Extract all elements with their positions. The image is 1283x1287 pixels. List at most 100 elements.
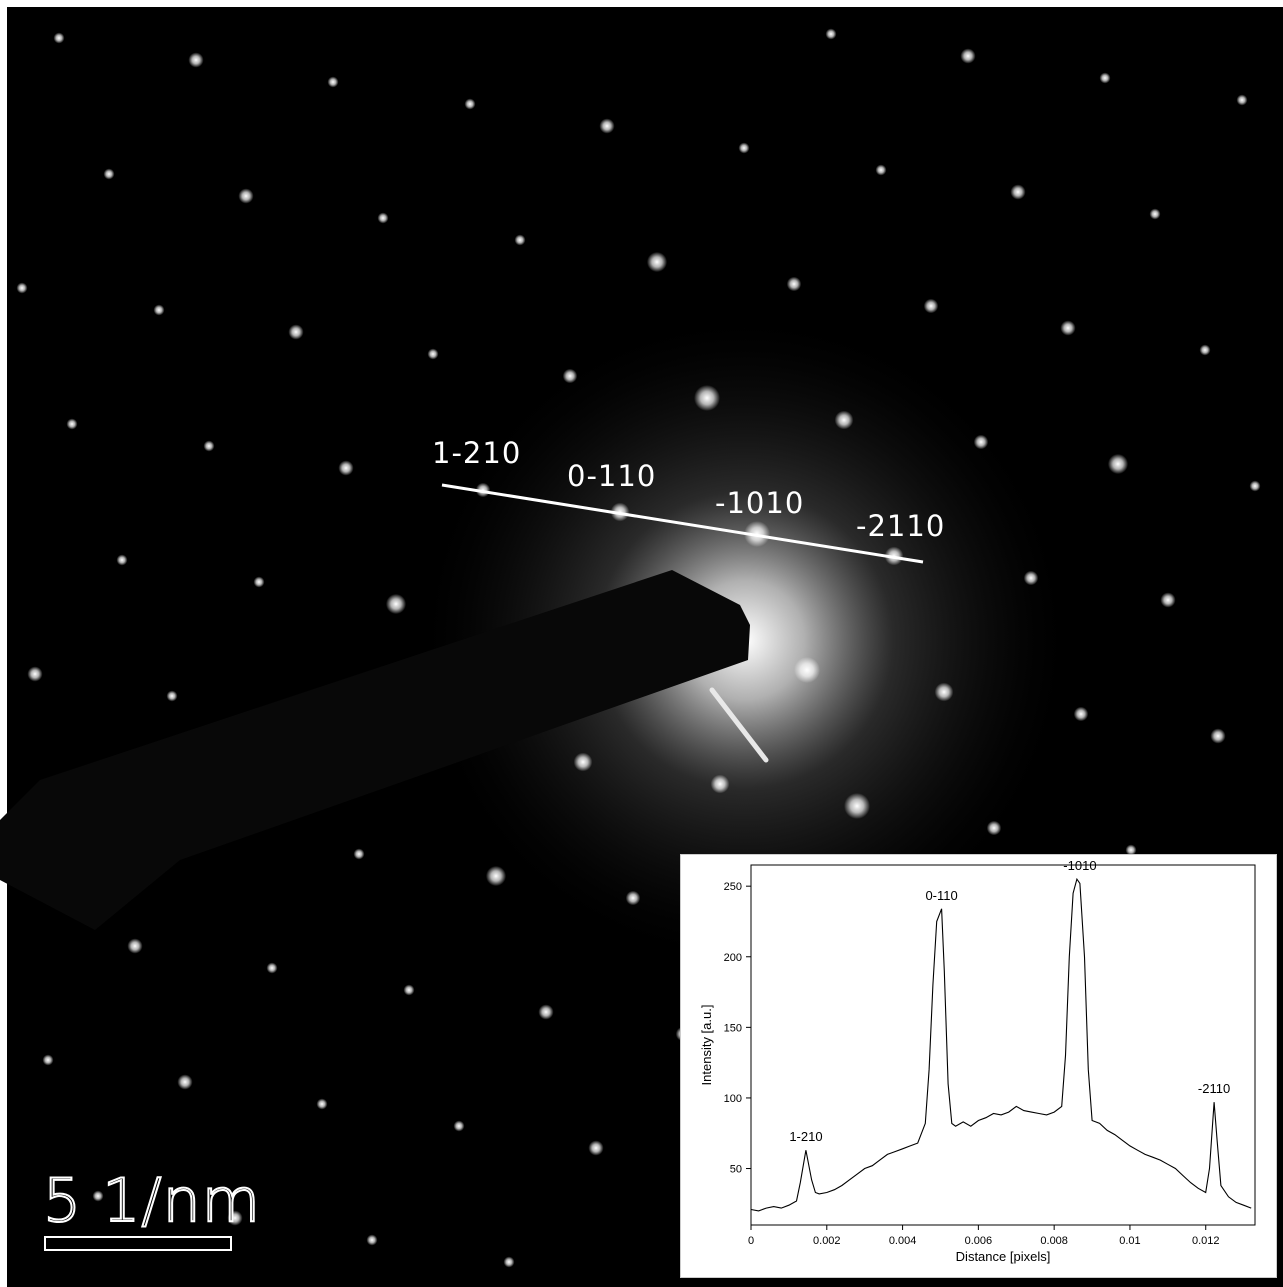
intensity-series-line bbox=[750, 877, 1252, 1212]
diffraction-spot bbox=[127, 938, 143, 954]
diffraction-spot bbox=[973, 434, 989, 450]
diffraction-spot bbox=[66, 418, 78, 430]
diffraction-spot bbox=[353, 848, 365, 860]
diffraction-spot bbox=[693, 384, 721, 412]
diffraction-spot bbox=[366, 1234, 378, 1246]
peak-label: -2110 bbox=[1198, 1081, 1230, 1096]
diffraction-spot bbox=[1099, 72, 1111, 84]
diffraction-spot bbox=[116, 554, 128, 566]
diffraction-spot bbox=[625, 890, 641, 906]
spot-label-minus-1010: -1010 bbox=[715, 486, 805, 520]
diffraction-spot bbox=[786, 276, 802, 292]
plot-frame bbox=[750, 864, 1256, 1226]
beam-streak bbox=[709, 687, 769, 763]
x-axis: 0 0.002 0.004 0.006 0.008 0.01 0.012 bbox=[748, 1225, 1220, 1247]
diffraction-spot bbox=[1107, 453, 1129, 475]
diffraction-spot bbox=[538, 1004, 554, 1020]
diffraction-spot bbox=[1060, 320, 1076, 336]
diffraction-spot bbox=[153, 304, 165, 316]
spot-label-1-210: 1-210 bbox=[432, 436, 522, 470]
y-tick-label: 150 bbox=[724, 1022, 742, 1034]
diffraction-spot bbox=[825, 28, 837, 40]
x-tick-label: 0 bbox=[748, 1235, 754, 1247]
y-tick-label: 50 bbox=[730, 1164, 742, 1176]
diffraction-spot bbox=[1125, 844, 1137, 856]
diffraction-spot bbox=[710, 774, 730, 794]
diffraction-spot bbox=[464, 98, 476, 110]
diffraction-spot bbox=[1210, 728, 1226, 744]
y-tick-label: 100 bbox=[724, 1093, 742, 1105]
diffraction-spot bbox=[266, 962, 278, 974]
diffraction-spot bbox=[514, 234, 526, 246]
diffraction-spot bbox=[1023, 570, 1039, 586]
profile-line bbox=[441, 483, 924, 564]
diffraction-spot bbox=[92, 1190, 104, 1202]
diffraction-spot bbox=[103, 168, 115, 180]
diffraction-spot bbox=[738, 142, 750, 154]
x-tick-label: 0.004 bbox=[889, 1235, 917, 1247]
y-axis-title: Intensity [a.u.] bbox=[699, 1005, 714, 1086]
peak-labels: 1-210 0-110 -1010 -2110 bbox=[789, 858, 1230, 1144]
diffraction-spot bbox=[562, 368, 578, 384]
diffraction-spot bbox=[986, 820, 1002, 836]
diffraction-spot bbox=[42, 1054, 54, 1066]
diffraction-spot bbox=[288, 324, 304, 340]
beam-stopper bbox=[0, 570, 750, 930]
diffraction-spot bbox=[875, 164, 887, 176]
x-axis-title: Distance [pixels] bbox=[956, 1249, 1051, 1264]
scale-bar-label: 5 1/nm bbox=[42, 1165, 262, 1237]
diffraction-spot bbox=[53, 32, 65, 44]
diffraction-spot bbox=[327, 76, 339, 88]
diffraction-spot bbox=[646, 251, 668, 273]
diffraction-spot bbox=[588, 1140, 604, 1156]
diffraction-spot bbox=[1149, 208, 1161, 220]
diffraction-spot bbox=[923, 298, 939, 314]
diffraction-spot bbox=[16, 282, 28, 294]
diffraction-spot bbox=[1249, 480, 1261, 492]
chart-svg: 0 0.002 0.004 0.006 0.008 0.01 0.012 50 100 150 2… bbox=[699, 858, 1256, 1264]
diffraction-spot bbox=[793, 656, 821, 684]
diffraction-spot bbox=[203, 440, 215, 452]
diffraction-spot bbox=[385, 593, 407, 615]
x-tick-label: 0.01 bbox=[1119, 1235, 1140, 1247]
diffraction-spot bbox=[453, 1120, 465, 1132]
peak-label: 0-110 bbox=[925, 888, 957, 903]
diffraction-spot bbox=[427, 348, 439, 360]
diffraction-spot bbox=[316, 1098, 328, 1110]
diffraction-spot bbox=[599, 118, 615, 134]
peak-label: -1010 bbox=[1063, 858, 1096, 873]
x-tick-label: 0.012 bbox=[1192, 1235, 1220, 1247]
peak-label: 1-210 bbox=[789, 1129, 822, 1144]
diffraction-spot bbox=[934, 682, 954, 702]
y-tick-label: 200 bbox=[724, 952, 742, 964]
diffraction-spot bbox=[166, 690, 178, 702]
intensity-profile-chart: 0 0.002 0.004 0.006 0.008 0.01 0.012 50 100 150 2… bbox=[680, 854, 1277, 1278]
diffraction-spot bbox=[253, 576, 265, 588]
y-axis: 50 100 150 200 250 bbox=[724, 881, 751, 1176]
diffraction-spot bbox=[238, 188, 254, 204]
diffraction-spot bbox=[503, 1256, 515, 1268]
diffraction-spot bbox=[1073, 706, 1089, 722]
diffraction-spot bbox=[27, 666, 43, 682]
diffraction-spot bbox=[843, 792, 871, 820]
diffraction-spot bbox=[1236, 94, 1248, 106]
diffraction-spot bbox=[377, 212, 389, 224]
diffraction-spot bbox=[834, 410, 854, 430]
diffraction-spot bbox=[573, 752, 593, 772]
diffraction-spot bbox=[338, 460, 354, 476]
x-tick-label: 0.002 bbox=[813, 1235, 841, 1247]
x-tick-label: 0.006 bbox=[965, 1235, 993, 1247]
scale-bar bbox=[44, 1236, 232, 1251]
diffraction-spot bbox=[960, 48, 976, 64]
diffraction-spot bbox=[1199, 344, 1211, 356]
diffraction-spot bbox=[1010, 184, 1026, 200]
diffraction-spot bbox=[403, 984, 415, 996]
y-tick-label: 250 bbox=[724, 881, 742, 893]
diffraction-spot bbox=[1160, 592, 1176, 608]
diffraction-spot bbox=[188, 52, 204, 68]
spot-label-minus-2110: -2110 bbox=[856, 509, 946, 543]
diffraction-spot bbox=[227, 1210, 243, 1226]
diffraction-spot bbox=[177, 1074, 193, 1090]
